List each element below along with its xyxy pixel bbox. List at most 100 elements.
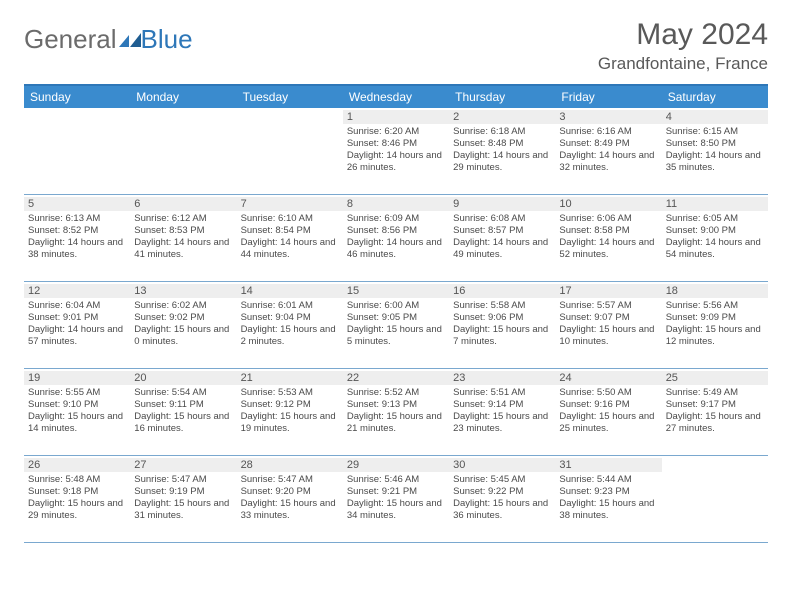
weekday-header: Monday — [130, 86, 236, 108]
logo-mark-icon — [119, 33, 141, 47]
day-details: Sunrise: 6:10 AMSunset: 8:54 PMDaylight:… — [241, 213, 339, 262]
weeks-container: 1Sunrise: 6:20 AMSunset: 8:46 PMDaylight… — [24, 108, 768, 543]
day-number: 15 — [343, 284, 449, 298]
day-details: Sunrise: 6:15 AMSunset: 8:50 PMDaylight:… — [666, 126, 764, 175]
day-number: 20 — [130, 371, 236, 385]
calendar-day: 17 Sunrise: 5:57 AMSunset: 9:07 PMDayligh… — [555, 282, 661, 368]
calendar-week: 19Sunrise: 5:55 AMSunset: 9:10 PMDayligh… — [24, 369, 768, 456]
day-details: Sunrise: 6:09 AMSunset: 8:56 PMDaylight:… — [347, 213, 445, 262]
day-details: Sunrise: 5:56 AMSunset: 9:09 PMDaylight:… — [666, 300, 764, 349]
calendar-day: 29 Sunrise: 5:46 AMSunset: 9:21 PMDayligh… — [343, 456, 449, 542]
day-number: 3 — [555, 110, 661, 124]
calendar-day: 9 Sunrise: 6:08 AMSunset: 8:57 PMDaylight… — [449, 195, 555, 281]
day-details: Sunrise: 5:46 AMSunset: 9:21 PMDaylight:… — [347, 474, 445, 523]
weekday-header: Saturday — [662, 86, 768, 108]
day-number: 26 — [24, 458, 130, 472]
weekday-header: Tuesday — [237, 86, 343, 108]
day-number: 8 — [343, 197, 449, 211]
calendar-day: 5 Sunrise: 6:13 AMSunset: 8:52 PMDaylight… — [24, 195, 130, 281]
calendar-day: 28 Sunrise: 5:47 AMSunset: 9:20 PMDayligh… — [237, 456, 343, 542]
logo-text-1: General — [24, 24, 117, 55]
day-number: 9 — [449, 197, 555, 211]
day-number: 29 — [343, 458, 449, 472]
calendar-day — [662, 456, 768, 542]
weekday-header: Sunday — [24, 86, 130, 108]
day-details: Sunrise: 6:02 AMSunset: 9:02 PMDaylight:… — [134, 300, 232, 349]
day-number: 12 — [24, 284, 130, 298]
day-details: Sunrise: 6:16 AMSunset: 8:49 PMDaylight:… — [559, 126, 657, 175]
logo: General Blue — [24, 18, 193, 55]
day-number: 18 — [662, 284, 768, 298]
weekday-header: Thursday — [449, 86, 555, 108]
day-details: Sunrise: 5:52 AMSunset: 9:13 PMDaylight:… — [347, 387, 445, 436]
calendar-day: 15 Sunrise: 6:00 AMSunset: 9:05 PMDayligh… — [343, 282, 449, 368]
day-number: 1 — [343, 110, 449, 124]
day-details: Sunrise: 5:55 AMSunset: 9:10 PMDaylight:… — [28, 387, 126, 436]
day-number: 5 — [24, 197, 130, 211]
calendar-page: General Blue May 2024 Grandfontaine, Fra… — [0, 0, 792, 612]
weekday-header: Wednesday — [343, 86, 449, 108]
calendar-day: 31Sunrise: 5:44 AMSunset: 9:23 PMDayligh… — [555, 456, 661, 542]
calendar-day — [130, 108, 236, 194]
day-details: Sunrise: 5:57 AMSunset: 9:07 PMDaylight:… — [559, 300, 657, 349]
day-details: Sunrise: 5:50 AMSunset: 9:16 PMDaylight:… — [559, 387, 657, 436]
calendar-day: 22 Sunrise: 5:52 AMSunset: 9:13 PMDayligh… — [343, 369, 449, 455]
calendar-day — [237, 108, 343, 194]
day-details: Sunrise: 6:05 AMSunset: 9:00 PMDaylight:… — [666, 213, 764, 262]
day-details: Sunrise: 5:47 AMSunset: 9:20 PMDaylight:… — [241, 474, 339, 523]
day-details: Sunrise: 5:51 AMSunset: 9:14 PMDaylight:… — [453, 387, 551, 436]
day-details: Sunrise: 6:06 AMSunset: 8:58 PMDaylight:… — [559, 213, 657, 262]
day-number: 2 — [449, 110, 555, 124]
calendar-day: 19Sunrise: 5:55 AMSunset: 9:10 PMDayligh… — [24, 369, 130, 455]
calendar-day: 8 Sunrise: 6:09 AMSunset: 8:56 PMDaylight… — [343, 195, 449, 281]
calendar-day: 12Sunrise: 6:04 AMSunset: 9:01 PMDayligh… — [24, 282, 130, 368]
day-details: Sunrise: 6:01 AMSunset: 9:04 PMDaylight:… — [241, 300, 339, 349]
day-number: 23 — [449, 371, 555, 385]
calendar-day: 16Sunrise: 5:58 AMSunset: 9:06 PMDayligh… — [449, 282, 555, 368]
weekday-header-row: SundayMondayTuesdayWednesdayThursdayFrid… — [24, 86, 768, 108]
day-details: Sunrise: 6:08 AMSunset: 8:57 PMDaylight:… — [453, 213, 551, 262]
day-number: 30 — [449, 458, 555, 472]
calendar-day: 10 Sunrise: 6:06 AMSunset: 8:58 PMDayligh… — [555, 195, 661, 281]
calendar-day: 14 Sunrise: 6:01 AMSunset: 9:04 PMDayligh… — [237, 282, 343, 368]
calendar-day: 20 Sunrise: 5:54 AMSunset: 9:11 PMDayligh… — [130, 369, 236, 455]
day-details: Sunrise: 6:13 AMSunset: 8:52 PMDaylight:… — [28, 213, 126, 262]
day-number: 10 — [555, 197, 661, 211]
calendar-week: 5 Sunrise: 6:13 AMSunset: 8:52 PMDaylight… — [24, 195, 768, 282]
day-number: 17 — [555, 284, 661, 298]
day-number: 31 — [555, 458, 661, 472]
calendar-grid: SundayMondayTuesdayWednesdayThursdayFrid… — [24, 84, 768, 543]
calendar-day: 7 Sunrise: 6:10 AMSunset: 8:54 PMDaylight… — [237, 195, 343, 281]
calendar-day: 13 Sunrise: 6:02 AMSunset: 9:02 PMDayligh… — [130, 282, 236, 368]
calendar-day: 18 Sunrise: 5:56 AMSunset: 9:09 PMDayligh… — [662, 282, 768, 368]
day-number: 22 — [343, 371, 449, 385]
calendar-day: 21Sunrise: 5:53 AMSunset: 9:12 PMDayligh… — [237, 369, 343, 455]
day-details: Sunrise: 5:53 AMSunset: 9:12 PMDaylight:… — [241, 387, 339, 436]
day-number: 7 — [237, 197, 343, 211]
day-details: Sunrise: 6:00 AMSunset: 9:05 PMDaylight:… — [347, 300, 445, 349]
day-details: Sunrise: 6:12 AMSunset: 8:53 PMDaylight:… — [134, 213, 232, 262]
weekday-header: Friday — [555, 86, 661, 108]
calendar-week: 1Sunrise: 6:20 AMSunset: 8:46 PMDaylight… — [24, 108, 768, 195]
calendar-day: 11Sunrise: 6:05 AMSunset: 9:00 PMDayligh… — [662, 195, 768, 281]
calendar-day: 27Sunrise: 5:47 AMSunset: 9:19 PMDayligh… — [130, 456, 236, 542]
calendar-day: 1Sunrise: 6:20 AMSunset: 8:46 PMDaylight… — [343, 108, 449, 194]
day-number: 16 — [449, 284, 555, 298]
day-details: Sunrise: 5:54 AMSunset: 9:11 PMDaylight:… — [134, 387, 232, 436]
calendar-day: 23 Sunrise: 5:51 AMSunset: 9:14 PMDayligh… — [449, 369, 555, 455]
day-number: 28 — [237, 458, 343, 472]
day-number: 13 — [130, 284, 236, 298]
day-details: Sunrise: 5:45 AMSunset: 9:22 PMDaylight:… — [453, 474, 551, 523]
day-details: Sunrise: 5:49 AMSunset: 9:17 PMDaylight:… — [666, 387, 764, 436]
calendar-day: 26 Sunrise: 5:48 AMSunset: 9:18 PMDayligh… — [24, 456, 130, 542]
day-number: 25 — [662, 371, 768, 385]
calendar-week: 12Sunrise: 6:04 AMSunset: 9:01 PMDayligh… — [24, 282, 768, 369]
day-number: 14 — [237, 284, 343, 298]
calendar-day — [24, 108, 130, 194]
day-details: Sunrise: 5:48 AMSunset: 9:18 PMDaylight:… — [28, 474, 126, 523]
location-label: Grandfontaine, France — [598, 54, 768, 74]
logo-text-2: Blue — [141, 24, 193, 55]
calendar-day: 4Sunrise: 6:15 AMSunset: 8:50 PMDaylight… — [662, 108, 768, 194]
calendar-day: 3 Sunrise: 6:16 AMSunset: 8:49 PMDaylight… — [555, 108, 661, 194]
calendar-day: 25 Sunrise: 5:49 AMSunset: 9:17 PMDayligh… — [662, 369, 768, 455]
